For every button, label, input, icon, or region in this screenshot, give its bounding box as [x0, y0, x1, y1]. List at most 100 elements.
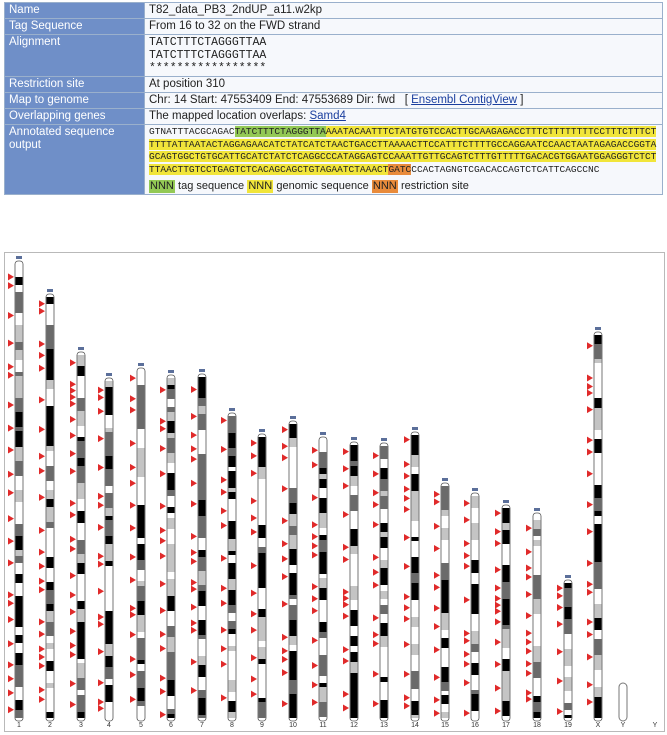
chromosome-band: [167, 473, 175, 490]
insertion-marker: [191, 412, 197, 420]
chromosome-band: [198, 591, 206, 606]
value-name: T82_data_PB3_2ndUP_a11.w2kp: [144, 2, 663, 19]
chromosome-band: [46, 499, 54, 507]
insertion-marker: [282, 454, 288, 462]
insertion-marker: [8, 339, 14, 347]
ensembl-contigview-link[interactable]: Ensembl ContigView: [411, 94, 518, 106]
insertion-marker: [434, 498, 440, 506]
chromosome-band: [594, 498, 602, 511]
chromosome-band: [533, 592, 541, 599]
chromosome-band: [198, 557, 206, 571]
chromosome-band: [350, 461, 358, 466]
insertion-marker: [495, 601, 501, 609]
chromosome-band: [289, 526, 297, 535]
insertion-marker: [282, 600, 288, 608]
insertion-marker: [282, 442, 288, 450]
insertion-marker: [160, 386, 166, 394]
insertion-marker: [587, 580, 593, 588]
insertion-marker: [130, 439, 136, 447]
insertion-marker: [70, 511, 76, 519]
insertion-marker: [70, 380, 76, 388]
chromosome-band: [46, 622, 54, 636]
insertion-marker: [587, 698, 593, 706]
chromosome-label-13: 13: [380, 722, 388, 729]
centromere-cap-1: [16, 256, 22, 259]
chromosome-band: [46, 616, 54, 622]
centromere-cap-4: [106, 373, 112, 376]
centromere-cap-3: [78, 347, 84, 350]
chromosome-band: [319, 552, 327, 567]
centromere-cap-20: [595, 327, 601, 330]
chromosome-band: [46, 712, 54, 718]
chromosome-band: [15, 574, 23, 583]
chromosome-band: [46, 557, 54, 568]
insertion-marker: [70, 450, 76, 458]
insertion-marker: [587, 653, 593, 661]
chromosome-band: [380, 623, 388, 636]
chromosome-band: [350, 706, 358, 718]
chromosome-band: [411, 440, 419, 455]
chromosome-band: [15, 665, 23, 670]
chromosome-band: [533, 599, 541, 614]
insertion-marker: [221, 645, 227, 653]
chromosome-band: [46, 366, 54, 380]
chromosome-band: [15, 325, 23, 342]
chromosome-band: [137, 385, 145, 401]
chromosome-band: [319, 588, 327, 600]
legend-tag-box: NNN: [149, 180, 175, 194]
chromosome-band: [105, 399, 113, 415]
insertion-marker: [373, 631, 379, 639]
chromosome-band: [289, 661, 297, 674]
chromosome-band: [15, 386, 23, 398]
insertion-marker: [312, 533, 318, 541]
chromosome-band: [77, 609, 85, 622]
chromosome-band: [77, 366, 85, 376]
chromosome-band: [289, 674, 297, 680]
chromosome-band: [319, 513, 327, 528]
chromosome-band: [380, 496, 388, 501]
key-overlapping-genes: Overlapping genes: [4, 108, 145, 125]
chromosome-band: [105, 544, 113, 561]
chromosome-label-15: 15: [441, 722, 449, 729]
centromere-cap-9: [259, 429, 265, 432]
insertion-marker: [39, 630, 45, 638]
chromosome-band: [228, 416, 236, 433]
insertion-marker: [464, 499, 470, 507]
insertion-marker: [39, 686, 45, 694]
gene-link-samd4[interactable]: Samd4: [309, 110, 346, 122]
chromosome-band: [594, 398, 602, 408]
insertion-marker: [221, 660, 227, 668]
chromosome-band: [77, 678, 85, 690]
insertion-marker: [8, 489, 14, 497]
chromosome-band: [105, 456, 113, 469]
chromosome-band: [380, 479, 388, 491]
insertion-marker: [464, 709, 470, 717]
chromosome-band: [502, 610, 510, 625]
sequence-tag: TATCTTTCTAGGGTTA: [234, 126, 326, 137]
insertion-marker: [587, 559, 593, 567]
chromosome-band: [319, 474, 327, 479]
chromosome-band: [564, 607, 572, 619]
insertion-marker: [221, 416, 227, 424]
chromosome-band: [137, 638, 145, 645]
centromere-cap-18: [534, 508, 540, 511]
chromosome-band: [502, 686, 510, 701]
insertion-marker: [282, 485, 288, 493]
chromosome-band: [441, 510, 449, 516]
insertion-marker: [282, 647, 288, 655]
insertion-marker: [130, 479, 136, 487]
insertion-marker: [404, 436, 410, 444]
chromosome-band: [15, 431, 23, 447]
chromosome-band: [411, 557, 419, 573]
chromosome-band: [15, 298, 23, 313]
chromosome-band: [77, 411, 85, 426]
chromosome-band: [289, 595, 297, 599]
chromosome-band: [137, 544, 145, 560]
genome-location-text: Chr: 14 Start: 47553409 End: 47553689 Di…: [149, 94, 396, 106]
insertion-marker: [130, 695, 136, 703]
insertion-marker: [39, 653, 45, 661]
annotated-sequence: GTNATTTACGCAGACTATCTTTCTAGGGTTAAAATACAAT…: [149, 126, 658, 176]
chromosome-band: [105, 508, 113, 516]
chromosome-band: [46, 643, 54, 649]
chromosome-band: [105, 561, 113, 566]
